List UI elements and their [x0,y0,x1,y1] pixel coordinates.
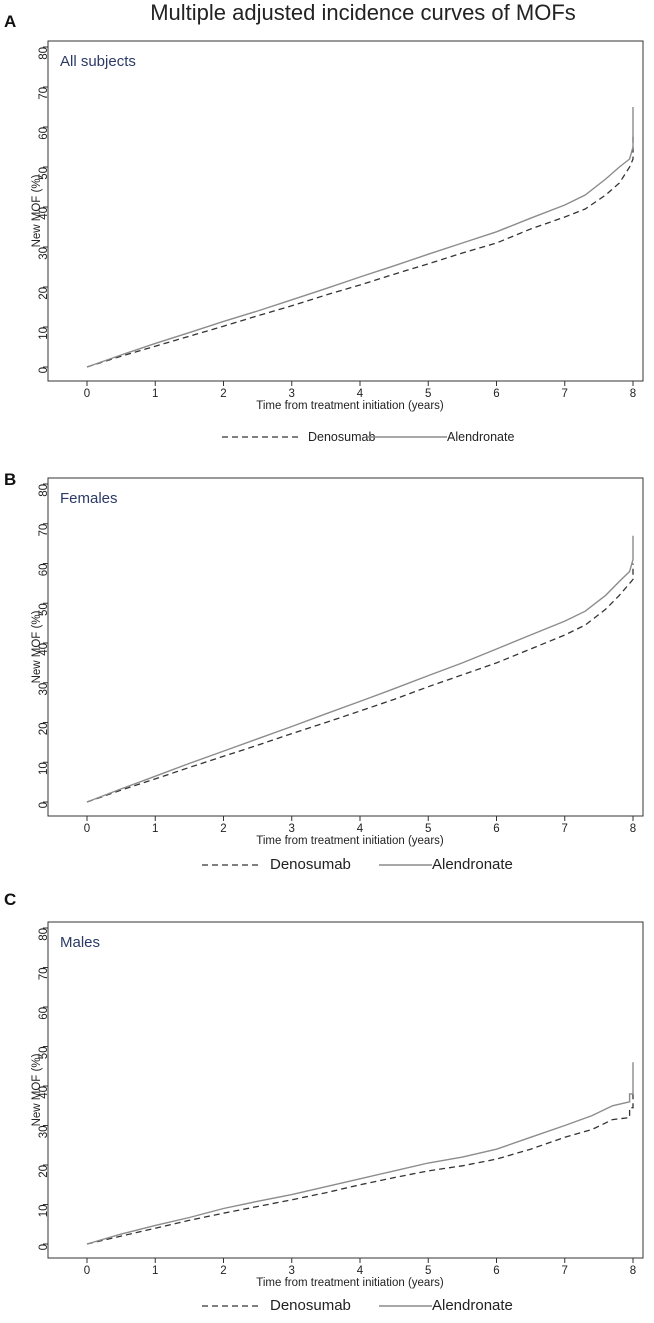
x-tick-label: 1 [152,823,158,835]
y-tick-label: 50 [38,1047,50,1060]
y-tick-label: 30 [38,247,50,260]
x-tick-label: 6 [493,823,499,835]
x-tick-label: 5 [425,823,431,835]
y-tick-label: 10 [38,327,50,340]
y-tick-label: 70 [38,524,50,537]
legend-label-denosumab: Denosumab [270,1297,351,1314]
y-tick-label: 30 [38,1126,50,1139]
x-tick-label: 6 [493,388,499,400]
y-tick-label: 80 [38,484,50,497]
series-line-denosumab [86,563,634,803]
x-axis-label: Time from treatment initiation (years) [256,1277,444,1289]
x-tick-label: 1 [152,388,158,400]
plot-frame [47,921,644,1259]
series-line-denosumab [86,135,634,368]
panel-label-c: C [4,890,16,909]
x-tick-label: 3 [289,388,295,400]
x-tick-label: 4 [357,1265,364,1277]
panel-subtitle: Males [60,934,100,951]
panel-subtitle: Females [60,490,118,507]
figure-title: Multiple adjusted incidence curves of MO… [150,0,576,25]
y-tick-label: 40 [38,643,50,656]
plot-frame [47,477,644,817]
x-tick-label: 2 [220,388,226,400]
panel-subtitle: All subjects [60,53,136,70]
y-tick-label: 10 [38,1205,50,1218]
legend-label-alendronate: Alendronate [432,856,513,873]
x-tick-label: 5 [425,1265,431,1277]
y-axis-label: New MOF (%) [31,1053,43,1126]
x-tick-label: 7 [562,1265,568,1277]
y-tick-label: 0 [38,802,50,808]
x-axis-label: Time from treatment initiation (years) [256,835,444,847]
y-tick-label: 0 [38,367,50,373]
y-tick-label: 0 [38,1244,50,1250]
y-tick-label: 60 [38,564,50,577]
x-tick-label: 4 [357,823,364,835]
series-line-alendronate [86,535,634,803]
x-tick-label: 7 [562,823,568,835]
y-tick-label: 60 [38,127,50,140]
y-tick-label: 20 [38,723,50,736]
plot-frame [47,40,644,382]
y-tick-label: 70 [38,87,50,100]
x-tick-label: 0 [84,388,90,400]
y-tick-label: 80 [38,928,50,941]
x-tick-label: 0 [84,823,90,835]
y-axis-label: New MOF (%) [31,610,43,683]
y-axis-label: New MOF (%) [31,174,43,247]
y-tick-label: 10 [38,762,50,775]
series-line-alendronate [86,107,634,368]
x-tick-label: 3 [289,1265,295,1277]
panel-label-b: B [4,470,16,489]
legend-label-denosumab: Denosumab [270,856,351,873]
legend-label-alendronate: Alendronate [447,430,514,444]
y-tick-label: 60 [38,1007,50,1020]
y-tick-label: 70 [38,968,50,981]
series-line-denosumab [86,1093,634,1245]
y-tick-label: 50 [38,167,50,180]
x-tick-label: 2 [220,823,226,835]
x-tick-label: 1 [152,1265,158,1277]
x-tick-label: 8 [630,823,636,835]
x-tick-label: 4 [357,388,364,400]
x-tick-label: 6 [493,1265,499,1277]
panel-label-a: A [4,12,16,31]
y-tick-label: 50 [38,603,50,616]
legend-label-denosumab: Denosumab [308,430,375,444]
y-tick-label: 80 [38,47,50,60]
y-tick-label: 20 [38,287,50,300]
x-tick-label: 8 [630,1265,636,1277]
y-tick-label: 30 [38,683,50,696]
y-tick-label: 40 [38,1086,50,1099]
y-tick-label: 20 [38,1165,50,1178]
series-line-alendronate [86,1062,634,1245]
x-tick-label: 5 [425,388,431,400]
x-tick-label: 2 [220,1265,226,1277]
x-tick-label: 3 [289,823,295,835]
x-tick-label: 8 [630,388,636,400]
x-tick-label: 7 [562,388,568,400]
y-tick-label: 40 [38,207,50,220]
x-tick-label: 0 [84,1265,90,1277]
legend-label-alendronate: Alendronate [432,1297,513,1314]
x-axis-label: Time from treatment initiation (years) [256,400,444,412]
